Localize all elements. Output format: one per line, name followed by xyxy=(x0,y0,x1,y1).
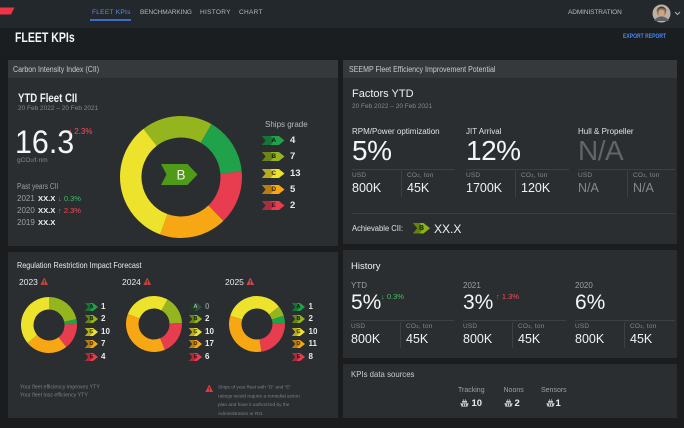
svg-text:B: B xyxy=(193,316,197,322)
svg-text:C: C xyxy=(89,329,94,335)
svg-text:E: E xyxy=(89,354,93,360)
svg-text:A: A xyxy=(193,304,198,310)
svg-text:D: D xyxy=(89,341,93,347)
svg-text:D: D xyxy=(296,341,300,347)
svg-text:B: B xyxy=(296,316,300,322)
svg-text:E: E xyxy=(272,202,277,209)
svg-text:C: C xyxy=(296,329,301,335)
svg-text:B: B xyxy=(89,316,93,322)
svg-text:B: B xyxy=(419,224,424,231)
svg-text:D: D xyxy=(193,341,197,347)
svg-text:A: A xyxy=(89,304,94,310)
svg-text:E: E xyxy=(193,354,197,360)
svg-text:B: B xyxy=(271,153,276,160)
svg-text:A: A xyxy=(271,137,276,144)
svg-text:C: C xyxy=(193,329,198,335)
svg-text:A: A xyxy=(296,304,301,310)
svg-text:B: B xyxy=(176,168,185,183)
svg-text:C: C xyxy=(271,170,276,177)
svg-text:E: E xyxy=(297,354,301,360)
svg-text:D: D xyxy=(271,186,276,193)
